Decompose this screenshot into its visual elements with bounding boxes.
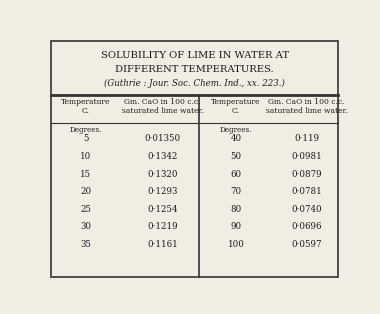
Text: 15: 15: [80, 170, 91, 179]
Text: 0·1320: 0·1320: [147, 170, 177, 179]
Text: 40: 40: [230, 134, 242, 143]
Text: Temperature
C.: Temperature C.: [61, 98, 111, 115]
Text: 0·119: 0·119: [294, 134, 319, 143]
Text: DIFFERENT TEMPERATURES.: DIFFERENT TEMPERATURES.: [116, 65, 274, 74]
Text: 50: 50: [230, 152, 242, 161]
Text: 0·1219: 0·1219: [147, 223, 178, 231]
Text: 0·1254: 0·1254: [147, 205, 177, 214]
Text: 0·0696: 0·0696: [291, 223, 322, 231]
Text: 35: 35: [80, 240, 91, 249]
Text: 80: 80: [230, 205, 242, 214]
Text: (Guthrie : Jour. Soc. Chem. Ind., xx. 223.): (Guthrie : Jour. Soc. Chem. Ind., xx. 22…: [105, 79, 285, 88]
Text: 0·0597: 0·0597: [291, 240, 322, 249]
Text: 70: 70: [230, 187, 242, 196]
Text: 10: 10: [80, 152, 92, 161]
Text: 0·1293: 0·1293: [147, 187, 177, 196]
Text: Temperature
C.: Temperature C.: [211, 98, 261, 115]
Text: 0·0781: 0·0781: [291, 187, 322, 196]
Text: 0·1342: 0·1342: [147, 152, 177, 161]
Text: 25: 25: [80, 205, 91, 214]
Text: Degrees.: Degrees.: [70, 126, 102, 134]
Text: 90: 90: [230, 223, 242, 231]
Text: 60: 60: [230, 170, 242, 179]
Text: Gm. CaO in 100 c.c.
saturated lime water.: Gm. CaO in 100 c.c. saturated lime water…: [266, 98, 347, 115]
Text: SOLUBILITY OF LIME IN WATER AT: SOLUBILITY OF LIME IN WATER AT: [101, 51, 289, 60]
Text: Degrees.: Degrees.: [220, 126, 252, 134]
Text: 100: 100: [228, 240, 244, 249]
Text: 30: 30: [80, 223, 91, 231]
Text: 0·1161: 0·1161: [147, 240, 178, 249]
Text: Gm. CaO in 100 c.c.
saturated lime water.: Gm. CaO in 100 c.c. saturated lime water…: [122, 98, 203, 115]
Text: 0·0879: 0·0879: [291, 170, 322, 179]
Text: 0·0981: 0·0981: [291, 152, 322, 161]
Text: 5: 5: [83, 134, 89, 143]
Text: 0·0740: 0·0740: [291, 205, 322, 214]
Text: 20: 20: [80, 187, 91, 196]
Text: 0·01350: 0·01350: [144, 134, 180, 143]
